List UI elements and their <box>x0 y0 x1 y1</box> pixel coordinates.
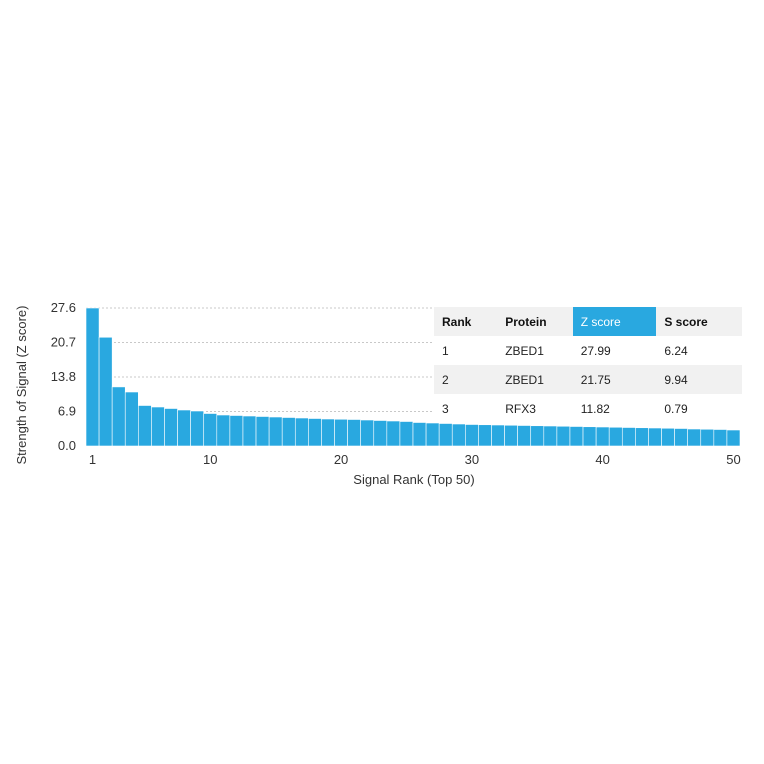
cell-z-score: 27.99 <box>572 336 657 365</box>
cell-s-score: 0.79 <box>656 394 742 423</box>
bar <box>530 425 545 447</box>
bar <box>98 336 113 447</box>
table-row: 1 ZBED1 27.99 6.24 <box>434 336 742 365</box>
bar <box>451 423 466 447</box>
bar <box>242 415 257 447</box>
bar <box>111 386 126 447</box>
score-table: Rank Protein Z score S score 1 ZBED1 27.… <box>434 307 742 423</box>
y-tick-label: 13.8 <box>51 369 76 384</box>
bar <box>347 419 361 447</box>
x-tick-label: 30 <box>465 452 479 467</box>
x-tick-label: 20 <box>334 452 348 467</box>
y-axis-ticks: 0.0 6.9 13.8 20.7 27.6 <box>51 300 76 453</box>
bar <box>281 417 296 447</box>
bar <box>595 426 610 447</box>
header-rank: Rank <box>434 307 498 336</box>
bar <box>190 410 205 447</box>
bar <box>151 406 165 447</box>
bar <box>216 414 231 447</box>
bar <box>504 424 518 447</box>
table-row: 2 ZBED1 21.75 9.94 <box>434 365 742 394</box>
bar <box>674 428 688 447</box>
x-axis-ticks: 1 10 20 30 40 50 <box>89 452 741 467</box>
x-tick-label: 1 <box>89 452 96 467</box>
bar <box>713 429 728 447</box>
bar <box>687 428 702 447</box>
bar <box>203 413 218 447</box>
bar <box>491 424 505 447</box>
bar <box>124 391 139 447</box>
bar <box>164 408 178 447</box>
bar <box>635 427 649 447</box>
bar <box>321 418 335 447</box>
x-tick-label: 40 <box>595 452 609 467</box>
bar <box>229 415 244 447</box>
bar <box>386 420 401 447</box>
bar <box>412 422 427 447</box>
cell-rank: 1 <box>434 336 498 365</box>
bars <box>85 307 741 447</box>
bar <box>138 405 152 447</box>
cell-s-score: 9.94 <box>656 365 742 394</box>
y-tick-label: 6.9 <box>58 404 76 419</box>
bar <box>373 420 388 447</box>
bar <box>582 426 597 447</box>
bar <box>700 428 715 447</box>
cell-protein: ZBED1 <box>497 336 573 365</box>
x-tick-label: 50 <box>726 452 740 467</box>
bar <box>726 429 741 447</box>
header-z-score: Z score <box>572 307 657 336</box>
cell-rank: 3 <box>434 394 498 423</box>
bar <box>465 424 479 447</box>
x-tick-label: 10 <box>203 452 217 467</box>
bar <box>478 424 492 447</box>
cell-z-score: 21.75 <box>572 365 657 394</box>
cell-s-score: 6.24 <box>656 336 742 365</box>
bar <box>517 425 532 447</box>
bar <box>438 423 453 447</box>
header-s-score: S score <box>656 307 742 336</box>
bar <box>621 427 636 447</box>
header-protein: Protein <box>497 307 573 336</box>
table-header-row: Rank Protein Z score S score <box>434 307 742 336</box>
cell-z-score: 11.82 <box>572 394 657 423</box>
y-tick-label: 20.7 <box>51 335 76 350</box>
bar <box>661 427 675 447</box>
bar <box>85 307 100 447</box>
y-axis-label: Strength of Signal (Z score) <box>14 306 29 465</box>
bar <box>334 418 348 447</box>
bar <box>569 426 584 447</box>
y-tick-label: 0.0 <box>58 438 76 453</box>
bar <box>255 416 270 447</box>
bar <box>543 425 558 447</box>
cell-protein: ZBED1 <box>497 365 573 394</box>
bar <box>425 422 440 447</box>
bar <box>556 425 571 447</box>
table-row: 3 RFX3 11.82 0.79 <box>434 394 742 423</box>
x-axis-label: Signal Rank (Top 50) <box>353 472 474 487</box>
bar <box>399 421 414 447</box>
bar <box>308 418 322 447</box>
y-tick-label: 27.6 <box>51 300 76 315</box>
bar <box>360 419 375 447</box>
bar <box>608 426 623 447</box>
cell-rank: 2 <box>434 365 498 394</box>
bar <box>648 427 662 447</box>
bar <box>268 416 283 447</box>
bar <box>294 417 309 447</box>
bar <box>177 409 191 447</box>
cell-protein: RFX3 <box>497 394 573 423</box>
